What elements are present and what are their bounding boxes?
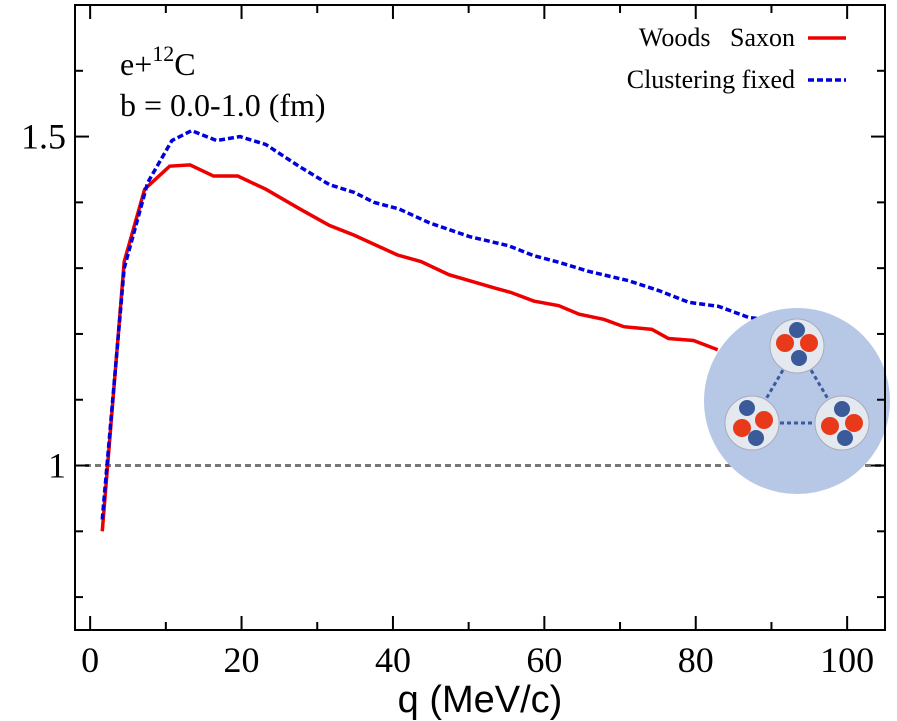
x-tick-label: 60 — [526, 640, 562, 680]
legend-label: Clustering fixed — [627, 65, 795, 94]
x-tick-label: 0 — [81, 640, 99, 680]
y-tick-label: 1.5 — [21, 117, 66, 157]
cluster-illustration — [704, 308, 890, 494]
plot-area — [85, 128, 885, 532]
x-tick-label: 40 — [375, 640, 411, 680]
legend-label: Woods Saxon — [639, 23, 795, 52]
annotation: b = 0.0-1.0 (fm) — [120, 87, 326, 123]
series-line — [100, 128, 767, 520]
x-tick-label: 20 — [224, 640, 260, 680]
series-line — [100, 163, 719, 532]
x-axis-label: q (MeV/c) — [398, 679, 563, 721]
annotation: e+12C — [120, 41, 196, 82]
x-tick-label: 100 — [820, 640, 874, 680]
x-tick-label: 80 — [678, 640, 714, 680]
y-tick-label: 1 — [48, 446, 66, 486]
plot-frame — [74, 4, 886, 631]
